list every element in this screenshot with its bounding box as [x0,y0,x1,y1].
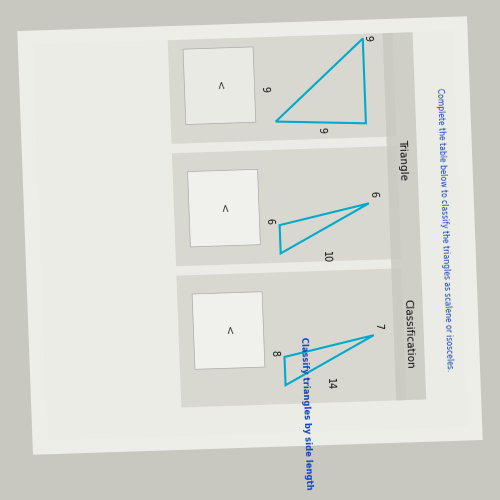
Polygon shape [183,47,256,124]
Polygon shape [18,16,482,455]
Text: 9: 9 [260,86,270,92]
Text: Complete the table below to classify the triangles as scalene or isosceles.: Complete the table below to classify the… [436,88,454,371]
Text: 9: 9 [362,35,373,42]
Text: Classification: Classification [402,299,415,369]
Text: Classify triangles by side length: Classify triangles by side length [300,336,314,490]
Text: 6: 6 [264,218,274,224]
Polygon shape [192,292,265,370]
Text: <: < [214,81,224,90]
Polygon shape [188,170,260,247]
Text: 7: 7 [374,322,384,329]
Text: 9: 9 [316,126,326,132]
Text: <: < [219,204,229,213]
Polygon shape [172,146,401,266]
Text: 6: 6 [368,190,378,197]
Text: 10: 10 [320,250,331,263]
Text: 14: 14 [326,378,336,390]
Polygon shape [176,268,406,407]
Polygon shape [168,33,396,144]
Polygon shape [33,31,467,440]
Text: <: < [224,326,234,336]
Polygon shape [382,32,426,401]
Text: Triangle: Triangle [396,139,408,180]
Text: 8: 8 [269,350,280,356]
